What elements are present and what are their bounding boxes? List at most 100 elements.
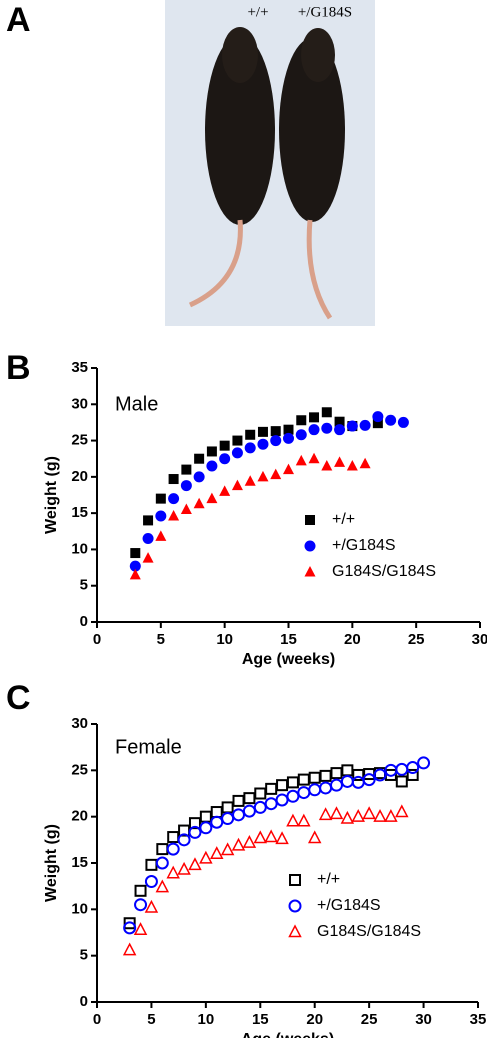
marker — [334, 424, 346, 436]
marker — [206, 460, 218, 472]
legend-label: +/+ — [332, 511, 355, 528]
marker — [134, 898, 148, 912]
marker — [265, 782, 278, 795]
mouse — [205, 35, 275, 225]
marker — [283, 424, 294, 435]
marker — [309, 412, 320, 423]
mouse-tail — [188, 219, 243, 308]
marker — [308, 783, 322, 797]
x-axis-title: Age (weeks) — [241, 1031, 334, 1038]
marker — [142, 533, 154, 545]
marker — [232, 808, 246, 822]
annotation: Male — [115, 393, 158, 415]
marker — [359, 457, 371, 469]
marker — [220, 842, 235, 856]
marker — [232, 435, 243, 446]
marker — [244, 475, 256, 486]
marker — [286, 789, 300, 803]
marker — [156, 843, 169, 856]
marker — [166, 842, 180, 856]
y-tick-label: 0 — [80, 993, 88, 1010]
marker — [340, 810, 355, 824]
marker — [181, 464, 192, 475]
marker — [373, 768, 387, 782]
marker — [194, 453, 205, 464]
y-axis-title: Weight (g) — [43, 824, 60, 902]
legend-label: G184S/G184S — [317, 923, 421, 940]
marker — [321, 459, 333, 471]
marker — [297, 786, 311, 800]
x-tick-label: 20 — [306, 1011, 323, 1028]
marker — [245, 429, 256, 440]
y-axis-title: Weight (g) — [43, 456, 60, 534]
marker — [210, 806, 223, 819]
marker — [253, 830, 268, 844]
y-tick-label: 0 — [80, 613, 88, 630]
x-tick-label: 20 — [344, 631, 361, 648]
marker — [351, 809, 365, 822]
marker — [275, 831, 289, 845]
marker — [257, 470, 269, 482]
legend-marker — [288, 924, 302, 938]
annotation: Female — [115, 736, 182, 758]
marker — [155, 530, 167, 541]
x-tick-label: 10 — [198, 1011, 215, 1028]
marker — [329, 778, 343, 792]
legend-marker — [288, 899, 302, 913]
marker — [341, 764, 354, 777]
marker — [144, 875, 158, 889]
marker — [297, 773, 310, 786]
marker — [231, 447, 243, 459]
marker — [199, 850, 213, 864]
marker — [193, 471, 205, 483]
marker — [417, 756, 431, 770]
marker — [406, 768, 419, 781]
legend-marker — [304, 540, 316, 552]
marker — [130, 548, 141, 559]
mouse — [279, 38, 345, 222]
x-tick-label: 25 — [408, 631, 425, 648]
marker — [155, 493, 166, 504]
marker — [155, 510, 167, 522]
marker — [283, 463, 294, 475]
marker — [395, 775, 408, 788]
marker — [295, 429, 307, 441]
legend-label: G184S/G184S — [332, 563, 436, 580]
marker — [155, 856, 169, 870]
photo-label: +/+ — [247, 4, 268, 20]
marker — [177, 833, 191, 847]
marker — [264, 829, 278, 843]
y-tick-label: 20 — [71, 468, 88, 485]
marker — [167, 831, 180, 844]
marker — [188, 857, 202, 871]
marker — [372, 411, 384, 423]
marker — [180, 480, 192, 492]
y-tick-label: 5 — [80, 577, 88, 594]
marker — [199, 821, 213, 835]
y-tick-label: 25 — [71, 432, 88, 449]
marker — [319, 781, 333, 795]
marker — [133, 922, 148, 935]
marker — [123, 921, 137, 935]
legend-label: +/G184S — [317, 897, 381, 914]
marker — [232, 794, 245, 807]
marker — [221, 812, 235, 826]
legend-marker — [289, 874, 301, 886]
marker — [242, 804, 256, 818]
marker — [253, 800, 267, 814]
marker — [206, 492, 218, 504]
marker — [296, 415, 307, 426]
mouse-head — [301, 28, 335, 82]
y-tick-label: 15 — [71, 504, 88, 521]
marker — [166, 865, 180, 879]
photo: +/+ +/G184S — [165, 0, 375, 326]
legend-label: +/+ — [317, 871, 340, 888]
legend-label: +/G184S — [332, 537, 396, 554]
marker — [346, 420, 358, 432]
x-tick-label: 30 — [415, 1011, 432, 1028]
x-tick-label: 15 — [252, 1011, 269, 1028]
x-tick-label: 5 — [157, 631, 165, 648]
marker — [270, 426, 281, 437]
photo-label: +/G184S — [298, 4, 352, 20]
